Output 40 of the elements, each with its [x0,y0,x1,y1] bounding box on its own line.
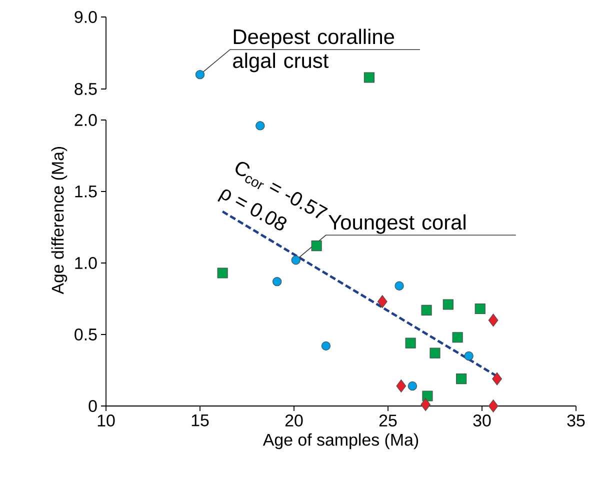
point [420,398,431,412]
point [311,240,322,252]
y-tick-label: 0 [88,400,97,412]
y-tick-label: 9.0 [74,10,97,23]
y-tick-label: 8.5 [74,82,97,95]
point [452,332,463,343]
x-tick-label: 35 [567,414,585,427]
x-tick-label: 10 [98,414,115,427]
point [272,277,282,286]
y-axis-title: Age difference (Ma) [51,146,68,294]
point [474,303,486,314]
point [421,304,432,316]
point [217,268,228,278]
x-tick-label: 15 [192,414,209,426]
annotation: Deepest coralline algal crust [233,28,394,72]
x-axis-title: Age of samples (Ma) [262,433,418,450]
annotation: Youngest coral [328,214,466,234]
point [321,341,331,351]
point [488,314,498,327]
point [422,390,433,402]
point [394,281,404,290]
point [291,256,300,265]
point [256,121,265,130]
x-tick-label: 30 [473,414,491,427]
x-tick-label: 20 [285,414,303,427]
point [430,348,440,358]
point [405,338,416,348]
point [408,381,418,391]
point [488,400,498,412]
point [442,299,454,310]
y-tick-label: 2.0 [74,114,97,126]
y-tick-label: 1.5 [75,186,97,198]
point [377,295,388,308]
point [456,374,467,384]
point [492,372,502,386]
point [396,380,406,392]
x-tick-label: 25 [379,414,397,427]
y-tick-label: 0.5 [74,328,97,340]
point [464,351,474,361]
y-tick-label: 1.0 [75,257,97,269]
